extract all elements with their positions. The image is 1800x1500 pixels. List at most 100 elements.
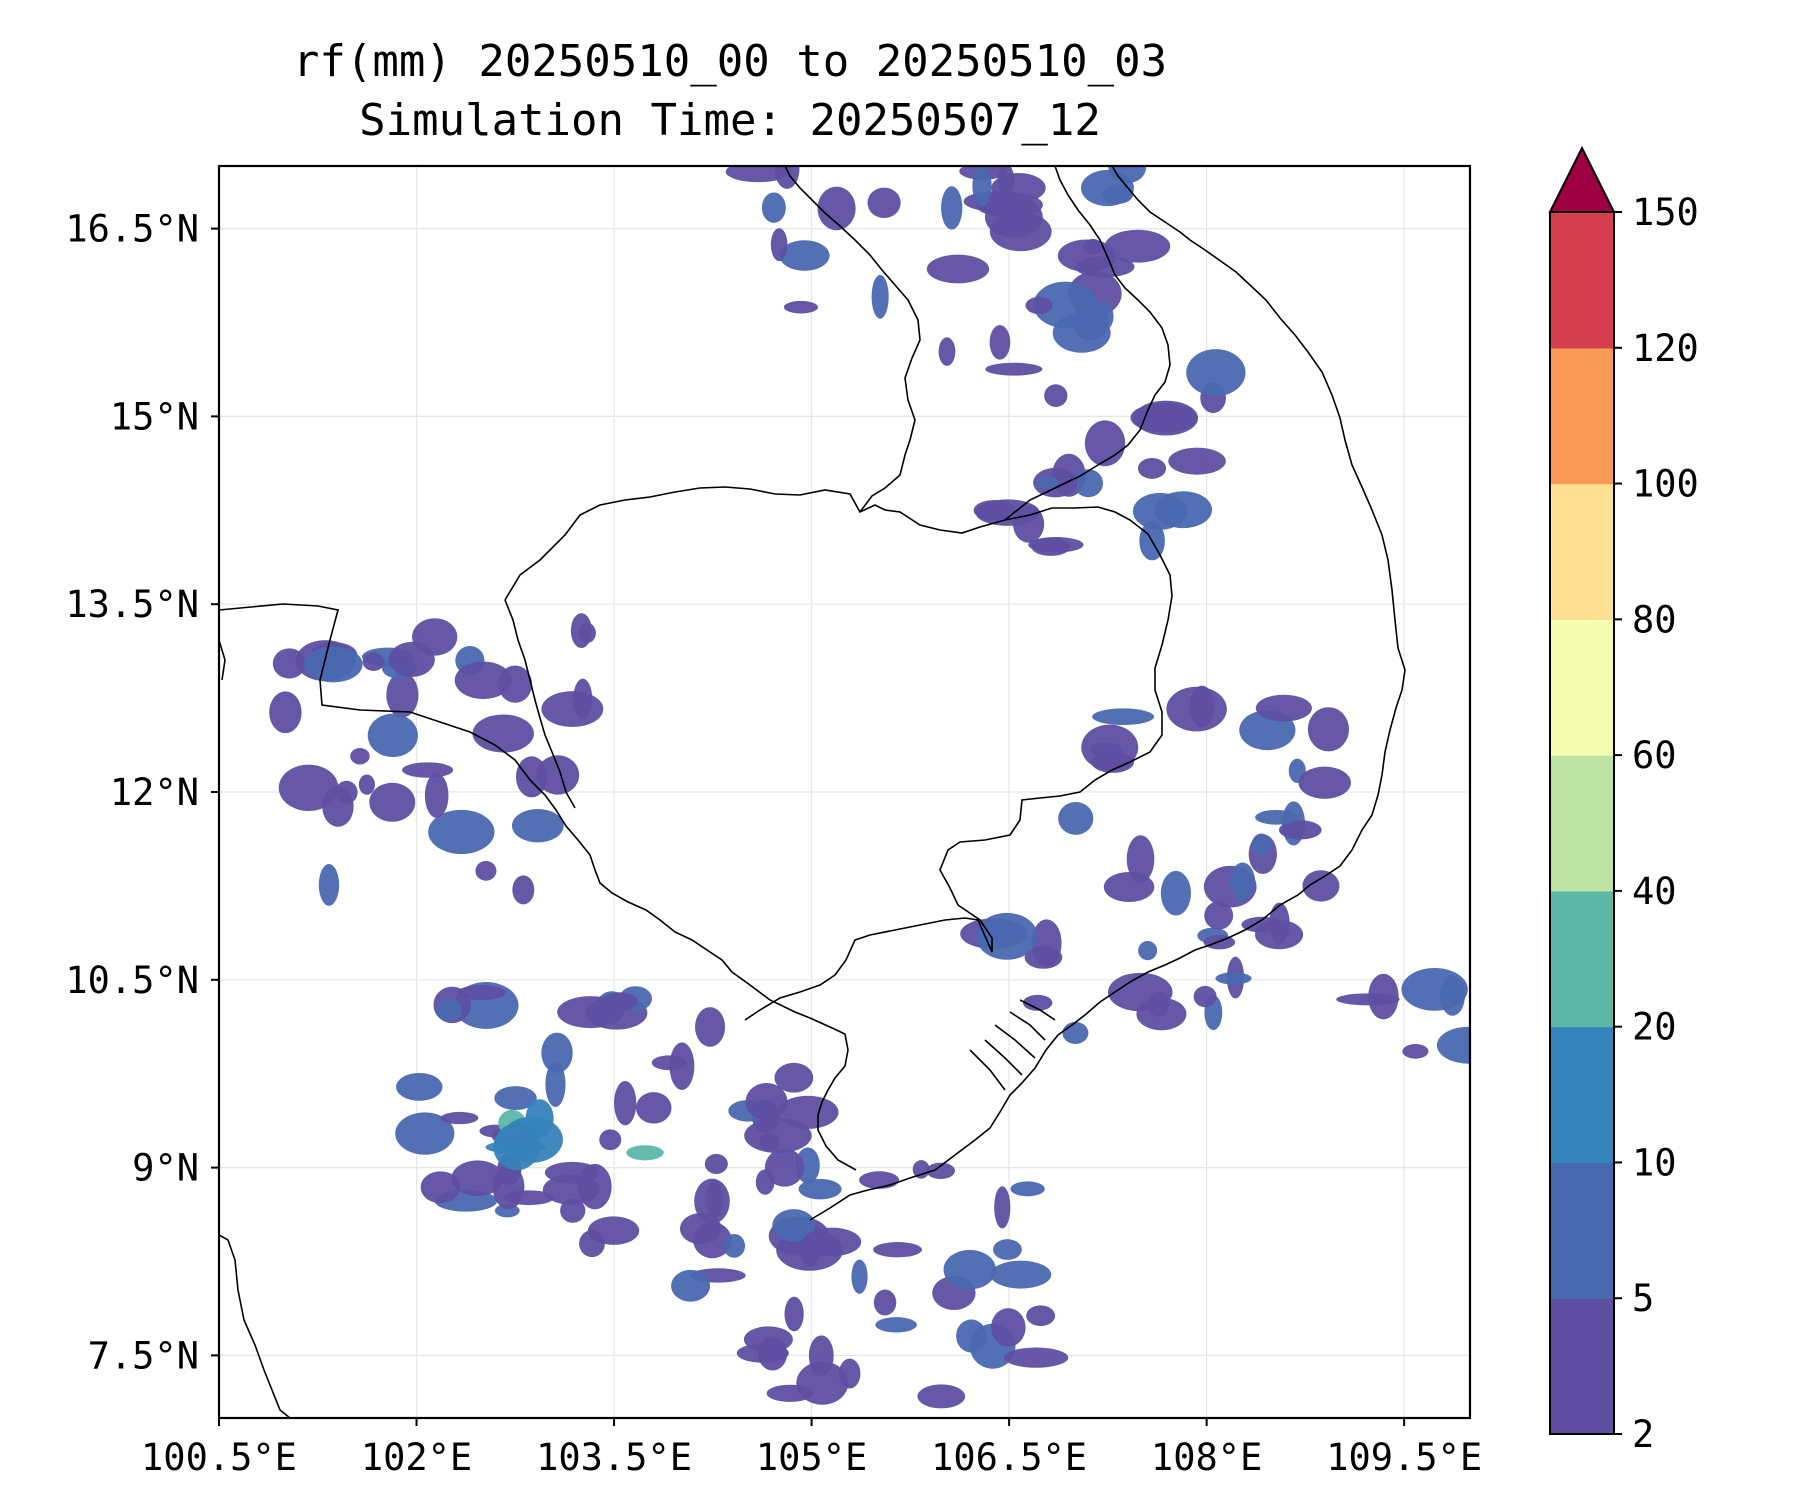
rain-cell-thai-coast-strip — [402, 762, 454, 778]
rain-cell-thai-coast-strip — [388, 641, 435, 678]
rain-cell-thai-coast-strip — [362, 652, 385, 671]
rain-cell-north-central — [972, 166, 992, 207]
lon-tick-label: 103.5°E — [536, 1436, 692, 1479]
rain-cell-thai-coast-strip — [573, 678, 593, 719]
chart-title-line-2: Simulation Time: 20250507_12 — [359, 95, 1101, 146]
rain-cell-thai-coast-strip — [454, 661, 512, 700]
rain-cell-central-highlands — [1278, 820, 1322, 840]
rain-cell-south-sea-band — [545, 1061, 566, 1108]
rain-cell-central-highlands — [1160, 870, 1191, 916]
colorbar-label: 60 — [1632, 734, 1677, 777]
rain-cell-gulf-southeast — [671, 1269, 711, 1302]
rain-cell-south-sea-band — [396, 1072, 443, 1101]
rain-cell-central-highlands — [1269, 902, 1290, 944]
rain-cell-central-highlands — [1126, 835, 1155, 883]
rain-cell-gulf-southeast — [706, 1179, 723, 1219]
rain-cell-north-central — [984, 196, 1043, 238]
rain-cell-gulf-southeast — [784, 1296, 804, 1332]
rain-cell-mekong-delta-east — [1147, 991, 1170, 1017]
rain-cell-thai-coast-strip — [541, 691, 604, 728]
lat-tick-label: 12°N — [110, 771, 199, 814]
rain-cell-south-sea-band — [560, 1198, 586, 1223]
rain-cell-thai-coast-strip — [536, 755, 580, 795]
colorbar-label: 2 — [1632, 1413, 1654, 1456]
rain-cell-offshore-east — [1436, 1026, 1470, 1064]
rain-cell-central-highlands — [1103, 872, 1155, 903]
rain-cell-gulf-southeast — [912, 1160, 930, 1179]
colorbar-label: 80 — [1632, 598, 1677, 641]
rain-cell-laos-vietnam-border — [1031, 537, 1071, 556]
rain-cell-thai-coast-strip — [318, 864, 340, 906]
rain-cell-central-highlands — [1255, 694, 1312, 722]
rain-cell-north-central — [1108, 166, 1147, 184]
coastline-layer — [219, 166, 1406, 1418]
colorbar-frame — [1549, 212, 1615, 1435]
rain-cell-gulf-southeast — [802, 1227, 862, 1257]
rain-cell-gulf-southeast — [873, 1242, 922, 1258]
colorbar-label: 120 — [1632, 327, 1699, 370]
rain-cell-gulf-southeast — [798, 1178, 842, 1200]
colorbar-segment — [1550, 890, 1614, 1028]
rain-cell-gulf-southeast — [808, 1335, 834, 1377]
rain-cell-gulf-southeast — [1010, 1181, 1045, 1197]
rain-cell-north-central — [1093, 302, 1114, 331]
rain-cell-gulf-southeast — [743, 1326, 793, 1353]
rain-cell-gulf-southeast — [875, 1317, 917, 1333]
rain-cell-thai-coast-strip — [428, 809, 495, 855]
lat-tick-label: 7.5°N — [88, 1334, 199, 1377]
lat-tick-label: 10.5°N — [65, 959, 199, 1002]
longitude-axis: 100.5°E 102°E 103.5°E 105°E 106.5°E 108°E 109.… — [141, 1418, 1482, 1479]
rain-cell-south-sea-band — [704, 1153, 728, 1174]
rain-cell-gulf-southeast — [764, 1148, 805, 1187]
rain-cell-south-sea-band — [436, 998, 463, 1022]
rain-cell-north-central — [817, 186, 856, 231]
rain-cell-south-sea-core — [626, 1145, 664, 1161]
latitude-axis: 7.5°N 9°N 10.5°N 12°N 13.5°N 15°N 16.5°N — [65, 208, 219, 1377]
thailand-cambodia-border — [504, 599, 576, 809]
rain-cell-north-central — [938, 337, 956, 366]
chart-title-line-1: rf(mm) 20250510_00 to 20250510_03 — [292, 36, 1168, 87]
rain-cell-north-central — [1101, 184, 1134, 205]
rain-cell-thai-coast-strip — [386, 672, 419, 718]
rain-cell-north-central — [989, 325, 1011, 360]
rain-cell-laos-vietnam-border — [973, 499, 1016, 521]
rain-cell-thai-coast-strip — [472, 714, 534, 753]
rain-cell-south-sea-band — [492, 1164, 525, 1210]
rain-cell-thai-coast-strip — [358, 774, 375, 795]
rain-cell-south-sea-band — [494, 1086, 537, 1110]
rain-cell-south-sea-band — [395, 1112, 455, 1155]
rain-cell-north-central — [941, 186, 963, 230]
rain-cell-mekong-delta-east — [1138, 940, 1158, 961]
colorbar-segment — [1550, 1162, 1614, 1299]
rain-cell-central-highlands — [1189, 685, 1215, 728]
rain-cell-central-highlands — [1058, 802, 1094, 835]
rain-cell-north-central — [761, 192, 786, 223]
colorbar-segment — [1550, 1298, 1614, 1435]
rain-cell-laos-vietnam-border — [985, 362, 1043, 376]
rain-cell-north-central — [1074, 256, 1135, 278]
laos-cambodia-border — [784, 166, 921, 513]
rain-cell-south-sea-band — [587, 1216, 640, 1245]
rain-cell-thai-coast-strip — [304, 646, 363, 683]
rain-cell-laos-vietnam-border — [1035, 476, 1059, 490]
lon-tick-label: 108°E — [1151, 1436, 1262, 1479]
rain-cell-mekong-delta-east — [1024, 946, 1063, 969]
cape-ca-mau-coast — [809, 166, 1406, 1221]
rain-cell-laos-vietnam-border — [1137, 457, 1167, 479]
rain-cell-gulf-southeast — [679, 1213, 722, 1245]
vietnam-delta-islands — [969, 999, 1056, 1091]
rain-cell-north-central — [997, 166, 1015, 197]
colorbar-segment — [1550, 347, 1614, 485]
rain-cell-thai-coast-strip — [278, 764, 339, 811]
rain-cell-south-sea-band — [695, 1007, 726, 1047]
rain-cell-south-sea-band — [614, 1080, 637, 1126]
rain-cell-south-sea-band — [541, 1032, 573, 1074]
lat-tick-label: 15°N — [110, 395, 199, 438]
rain-cell-mekong-delta-east — [1215, 972, 1252, 985]
cambodia-border — [504, 486, 1173, 1021]
rain-cell-south-sea-band — [440, 1111, 479, 1125]
rain-cell-south-sea-band — [635, 1092, 672, 1124]
rain-cell-laos-vietnam-border — [1044, 384, 1068, 407]
rain-cell-north-central — [725, 166, 791, 183]
rain-cell-central-highlands — [1230, 862, 1256, 901]
